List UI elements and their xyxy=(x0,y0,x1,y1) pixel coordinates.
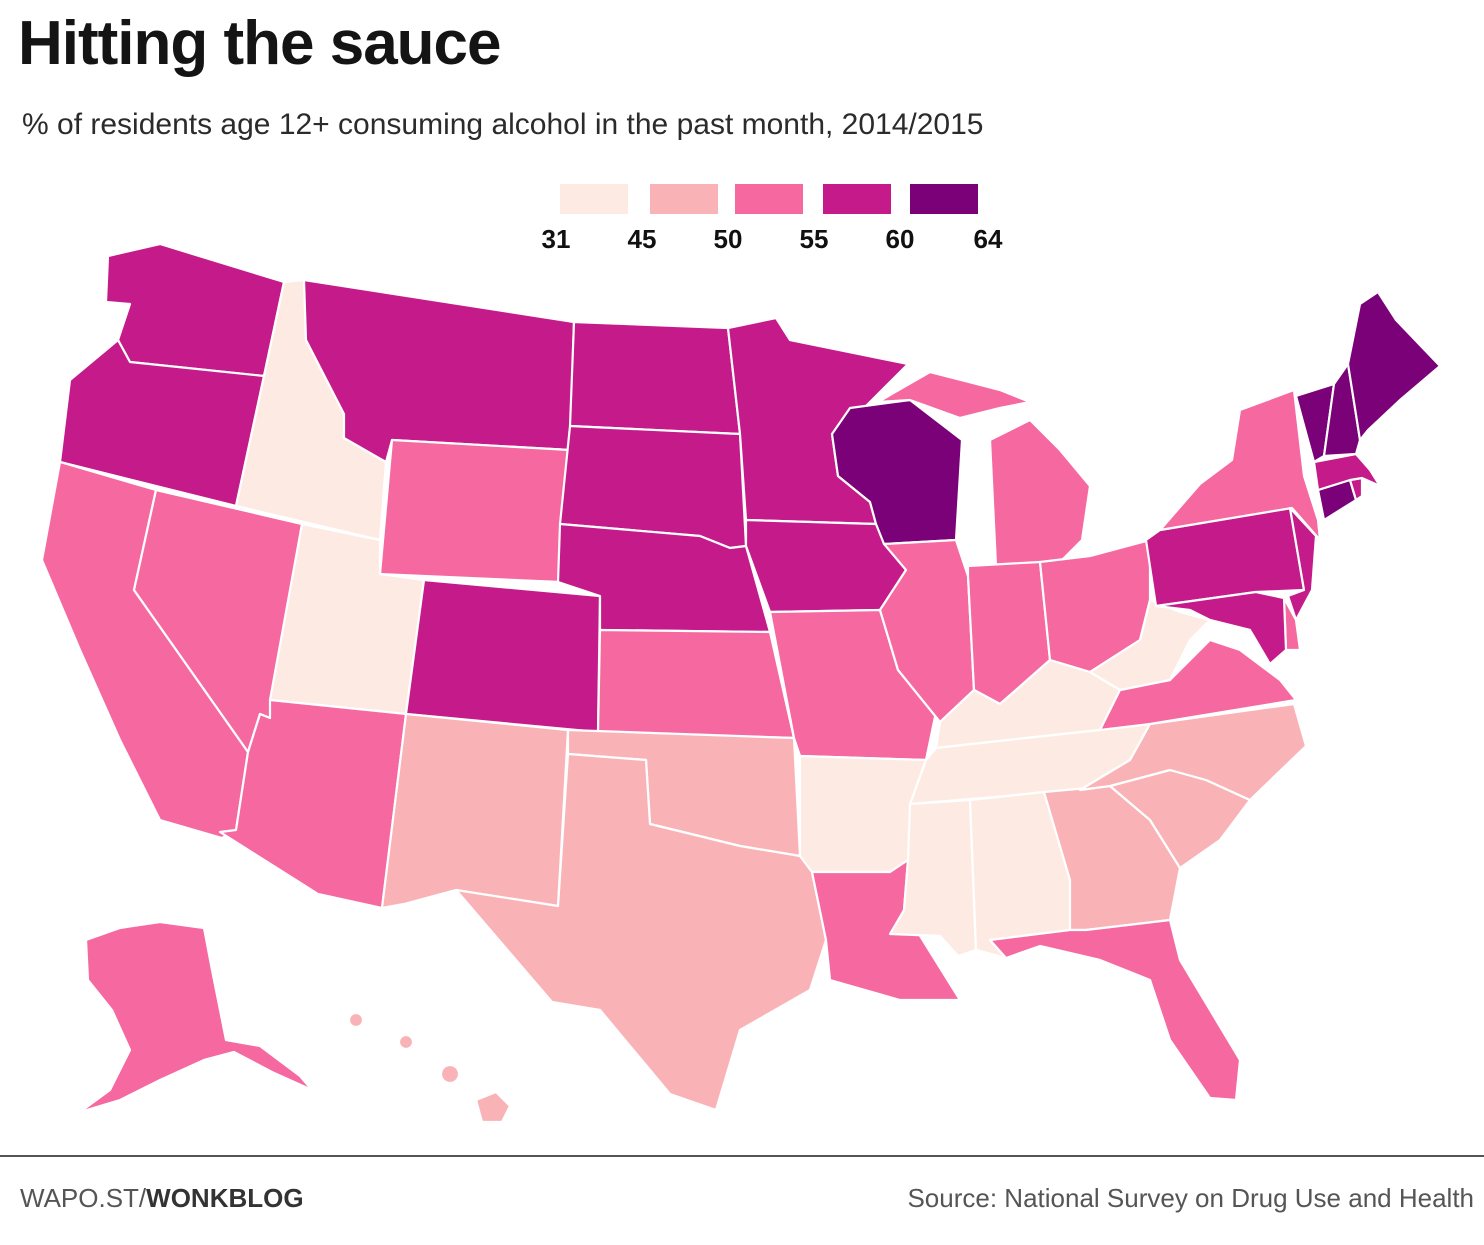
state-north-carolina xyxy=(1078,702,1308,802)
chart-subtitle: % of residents age 12+ consuming alcohol… xyxy=(22,108,984,141)
legend-swatch-5 xyxy=(910,184,978,214)
state-hawaii-island-oahu xyxy=(397,1033,415,1051)
state-massachusetts xyxy=(1312,452,1382,492)
state-florida xyxy=(988,918,1242,1102)
legend-tick-64: 64 xyxy=(973,224,1003,254)
state-hawaii xyxy=(474,1090,512,1124)
state-maine xyxy=(1346,290,1442,442)
state-hawaii-island-kauai xyxy=(347,1011,365,1029)
state-wyoming xyxy=(378,438,572,584)
footer-link-prefix: WAPO.ST/ xyxy=(20,1183,147,1213)
legend-swatch-3 xyxy=(735,184,803,214)
footer-divider xyxy=(0,1155,1484,1157)
state-washington xyxy=(104,242,286,378)
state-north-dakota xyxy=(568,320,742,436)
source-note: Source: National Survey on Drug Use and … xyxy=(907,1183,1474,1213)
state-new-mexico xyxy=(380,712,570,910)
legend-tick-31: 31 xyxy=(541,224,571,254)
footer-link[interactable]: WAPO.ST/WONKBLOG xyxy=(20,1183,304,1214)
footer-link-brand: WONKBLOG xyxy=(146,1183,304,1213)
legend-tick-45: 45 xyxy=(627,224,657,254)
state-kansas xyxy=(596,628,796,740)
color-legend: 31 45 50 55 60 64 xyxy=(542,184,1030,264)
state-colorado xyxy=(404,578,602,734)
chart-title: Hitting the sauce xyxy=(18,9,502,78)
state-hawaii-island-maui xyxy=(439,1063,461,1085)
legend-swatch-1 xyxy=(560,184,628,214)
state-michigan xyxy=(988,418,1092,568)
legend-tick-50: 50 xyxy=(713,224,743,254)
state-maryland xyxy=(1154,590,1288,666)
legend-swatch-2 xyxy=(650,184,718,214)
state-louisiana xyxy=(810,858,962,1002)
legend-swatch-4 xyxy=(823,184,891,214)
state-montana xyxy=(302,278,576,464)
state-texas xyxy=(454,752,828,1112)
legend-tick-55: 55 xyxy=(799,224,829,254)
state-michigan-upper-peninsula xyxy=(876,370,1032,420)
legend-tick-60: 60 xyxy=(885,224,915,254)
state-alaska xyxy=(78,920,314,1114)
